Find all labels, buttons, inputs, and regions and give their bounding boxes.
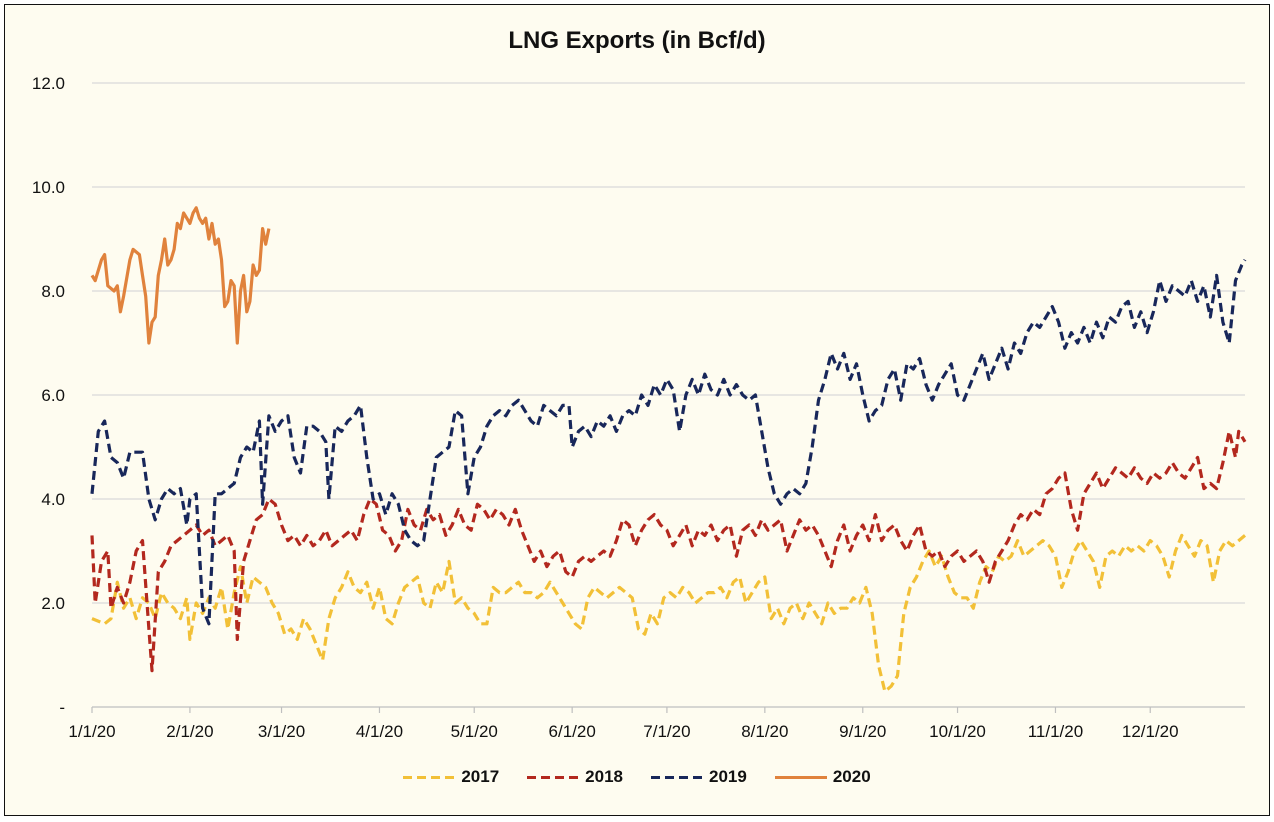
legend-item-2018: 2018 [527, 767, 623, 787]
series-lines [90, 206, 1247, 694]
y-tick-label: 2.0 [41, 594, 65, 613]
gridlines [92, 82, 1245, 604]
legend-swatch [651, 775, 703, 779]
y-tick-label: 4.0 [41, 490, 65, 509]
series-line-2018 [90, 429, 1247, 673]
x-tick-label: 9/1/20 [839, 722, 886, 741]
y-tick-label: 12.0 [32, 74, 65, 93]
line-chart: - 2.0 4.0 6.0 8.0 10.0 12.0 1/1/20 2/1/20 3/1/20… [32, 74, 1247, 741]
x-tick-label: 7/1/20 [643, 722, 690, 741]
y-tick-label: 8.0 [41, 282, 65, 301]
y-axis-ticks: - 2.0 4.0 6.0 8.0 10.0 12.0 [32, 74, 65, 717]
legend-label: 2019 [709, 767, 747, 786]
legend-item-2019: 2019 [651, 767, 747, 787]
legend-label: 2017 [461, 767, 500, 786]
series-line-2017 [91, 533, 1247, 694]
x-tick-label: 11/1/20 [1028, 722, 1083, 741]
legend-swatch [403, 775, 456, 779]
legend: 2017 2018 2019 2020 [5, 767, 1269, 787]
series-line-2020 [90, 206, 271, 345]
legend-swatch [774, 775, 827, 779]
x-tick-label: 8/1/20 [741, 722, 788, 741]
legend-item-2020: 2020 [774, 767, 871, 787]
y-tick-label: 10.0 [32, 178, 65, 197]
x-axis: 1/1/20 2/1/20 3/1/20 4/1/20 5/1/20 6/1/20 7/1/… [68, 706, 1245, 741]
x-tick-label: 10/1/20 [929, 722, 986, 741]
series-line-2019 [90, 258, 1247, 626]
x-tick-label: 1/1/20 [68, 722, 115, 741]
legend-item-2017: 2017 [403, 767, 499, 787]
x-tick-label: 2/1/20 [166, 722, 213, 741]
chart-frame: LNG Exports (in Bcf/d) - 2.0 4.0 6.0 8.0 10.0… [4, 4, 1270, 816]
x-tick-label: 4/1/20 [356, 722, 403, 741]
legend-swatch [527, 775, 580, 779]
chart-title: LNG Exports (in Bcf/d) [508, 27, 766, 54]
legend-label: 2020 [832, 767, 871, 786]
legend-label: 2018 [585, 767, 623, 786]
y-tick-label: - [59, 698, 65, 717]
x-tick-label: 5/1/20 [451, 722, 498, 741]
y-tick-label: 6.0 [41, 386, 65, 405]
x-tick-label: 3/1/20 [258, 722, 305, 741]
x-tick-label: 12/1/20 [1122, 722, 1179, 741]
x-tick-label: 6/1/20 [549, 722, 596, 741]
